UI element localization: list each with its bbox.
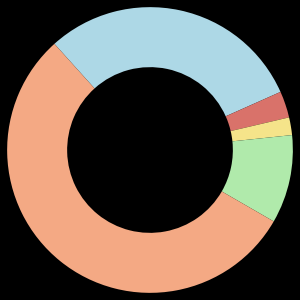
- Wedge shape: [54, 7, 280, 116]
- Wedge shape: [222, 135, 293, 221]
- Wedge shape: [231, 117, 292, 141]
- Wedge shape: [226, 92, 289, 131]
- Wedge shape: [7, 44, 274, 293]
